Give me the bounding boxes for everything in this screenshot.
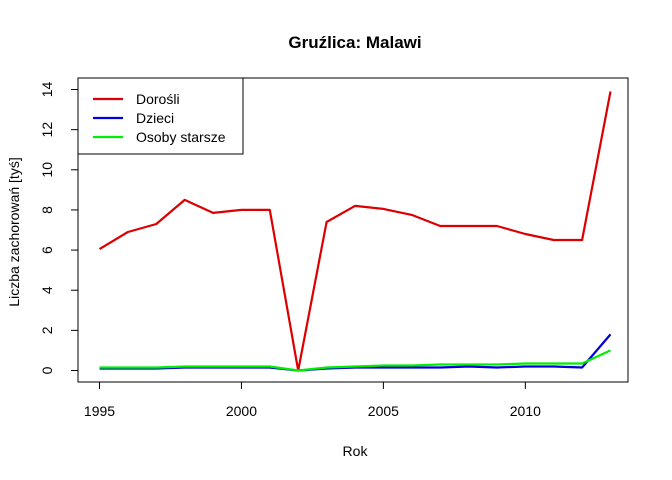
y-axis: 0 2 4 6 8 10 12 14 [39,82,79,374]
legend-label-1: Dorośli [136,91,180,107]
legend-label-3: Osoby starsze [136,129,226,145]
y-tick-label: 12 [39,122,55,138]
y-tick-label: 0 [39,366,55,374]
legend-box [77,77,244,155]
x-tick-label: 2010 [510,403,541,419]
series-line-3 [99,349,611,372]
y-axis-label: Liczba zachorowań [tyś] [6,157,22,306]
series-line-1 [98,91,612,372]
y-tick-label: 4 [39,286,55,294]
x-tick-label: 2005 [368,403,399,419]
x-axis: 1995 2000 2005 2010 [84,381,541,419]
y-tick-label: 10 [39,162,55,178]
series-layer [98,91,612,372]
series-line-2 [99,333,612,372]
legend: Dorośli Dzieci Osoby starsze [77,77,244,155]
y-tick-label: 14 [39,82,55,98]
x-tick-label: 2000 [226,403,257,419]
x-axis-label: Rok [343,443,369,459]
x-tick-label: 1995 [84,403,115,419]
y-tick-label: 8 [39,206,55,214]
y-tick-label: 2 [39,326,55,334]
legend-label-2: Dzieci [136,110,174,126]
chart-title: Gruźlica: Malawi [288,33,421,52]
y-tick-label: 6 [39,246,55,254]
